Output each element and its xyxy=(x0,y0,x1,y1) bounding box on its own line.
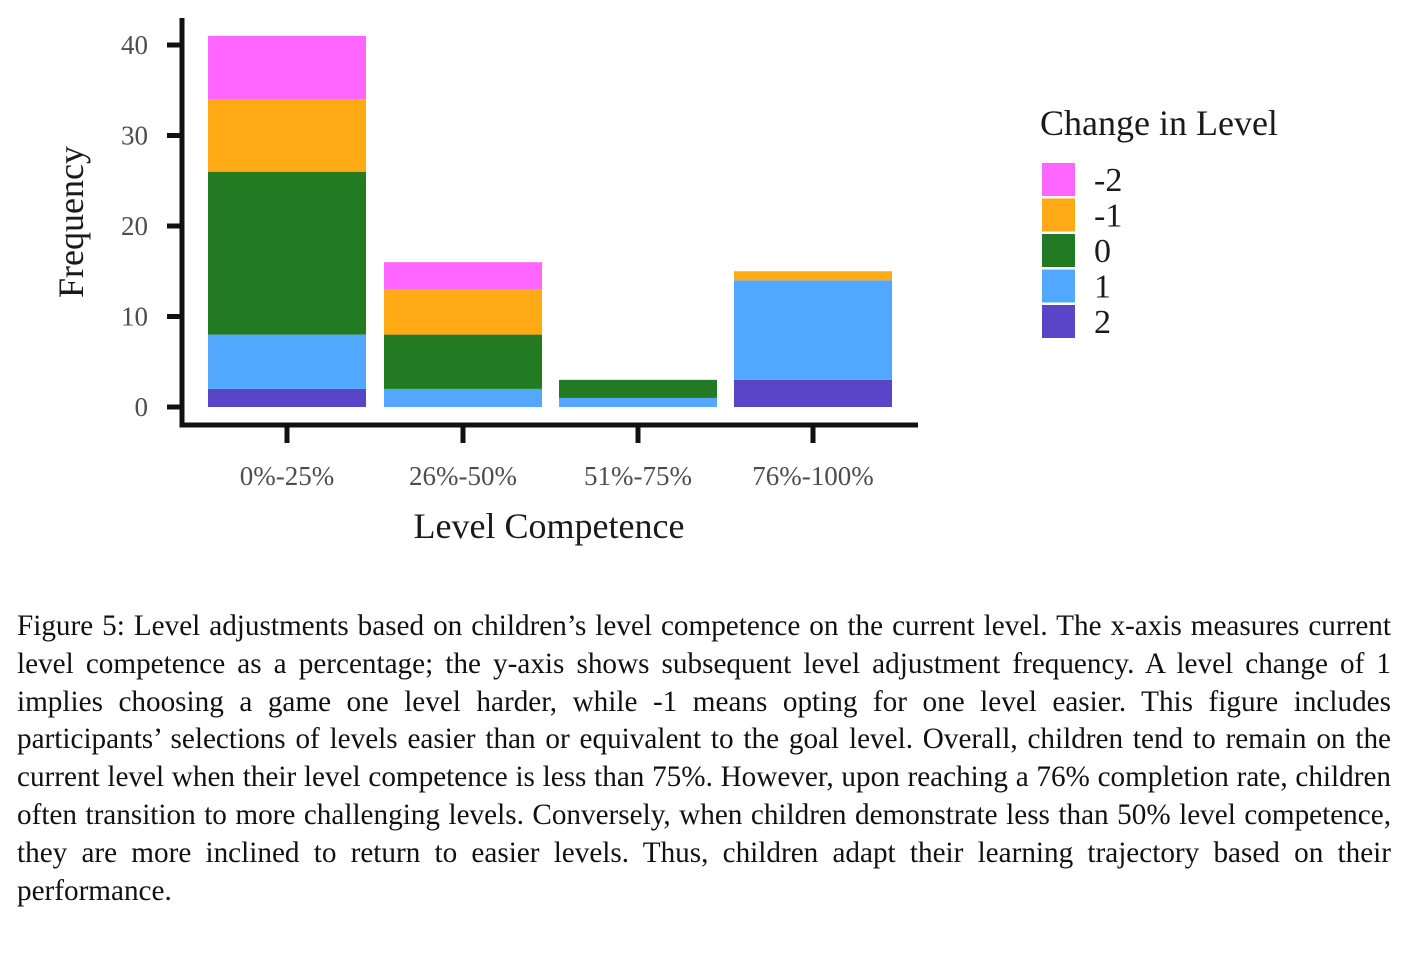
legend-label-1: 1 xyxy=(1094,269,1111,306)
y-tick-label-40: 40 xyxy=(121,30,148,60)
bar-segment-0%-25%-change--2 xyxy=(208,35,366,100)
x-tick-label-26%-50%: 26%-50% xyxy=(409,461,517,491)
y-axis-title: Frequency xyxy=(51,146,91,298)
legend-label-2: 2 xyxy=(1094,304,1111,341)
bar-segment-0%-25%-change-1 xyxy=(208,334,366,389)
bar-segment-26%-50%-change-1 xyxy=(384,388,542,407)
y-tick-label-10: 10 xyxy=(121,302,148,332)
x-axis-title: Level Competence xyxy=(414,506,685,546)
y-tick-label-20: 20 xyxy=(121,211,148,241)
bar-segment-26%-50%-change--2 xyxy=(384,262,542,290)
bar-segment-0%-25%-change--1 xyxy=(208,99,366,172)
bar-segment-76%-100%-change-1 xyxy=(734,280,892,380)
legend-swatch-0 xyxy=(1042,234,1075,267)
x-tick-label-0%-25%: 0%-25% xyxy=(240,461,334,491)
bar-segment-26%-50%-change--1 xyxy=(384,289,542,335)
bars-group xyxy=(208,35,892,407)
legend-label--1: -1 xyxy=(1094,198,1122,235)
legend-label-0: 0 xyxy=(1094,233,1111,270)
bar-segment-51%-75%-change-0 xyxy=(559,379,717,398)
y-tick-label-0: 0 xyxy=(135,392,149,422)
legend-label--2: -2 xyxy=(1094,162,1122,199)
legend-title: Change in Level xyxy=(1040,103,1278,143)
bar-segment-0%-25%-change-0 xyxy=(208,171,366,335)
bar-segment-26%-50%-change-0 xyxy=(384,334,542,389)
bar-segment-76%-100%-change-2 xyxy=(734,379,892,407)
axes-group: 0 10 20 30 40 0%-25% 26%-50% 51%-75% 76%-100% xyxy=(121,18,918,491)
x-tick-label-51%-75%: 51%-75% xyxy=(584,461,692,491)
bar-segment-0%-25%-change-2 xyxy=(208,388,366,407)
bar-segment-51%-75%-change-1 xyxy=(559,397,717,407)
x-tick-label-76%-100%: 76%-100% xyxy=(752,461,873,491)
legend-swatch-2 xyxy=(1042,305,1075,338)
y-tick-label-30: 30 xyxy=(121,121,148,151)
bar-segment-76%-100%-change--1 xyxy=(734,271,892,281)
legend-swatch--2 xyxy=(1042,163,1075,196)
legend-swatch-1 xyxy=(1042,269,1075,303)
legend-swatch--1 xyxy=(1042,198,1075,232)
figure-caption: Figure 5: Level adjustments based on chi… xyxy=(17,610,1391,907)
